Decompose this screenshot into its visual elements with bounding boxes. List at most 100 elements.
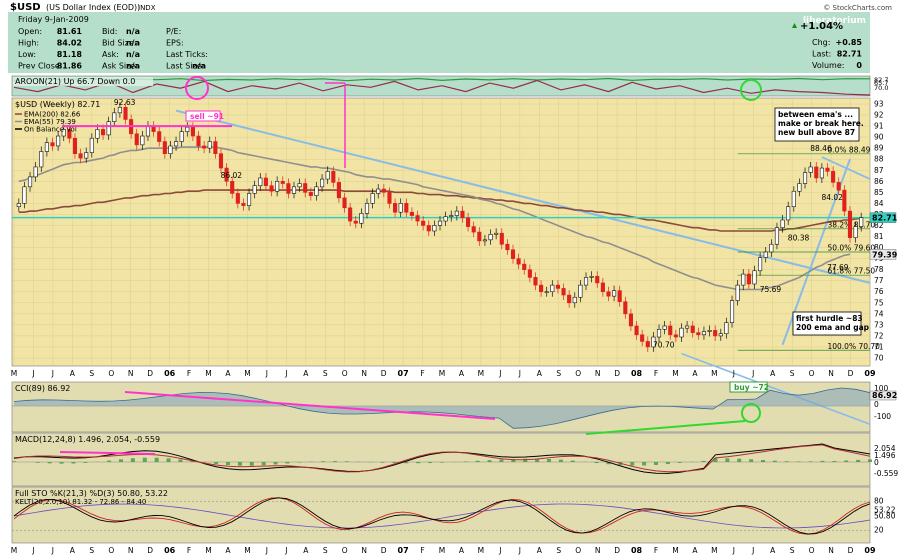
candle [241,203,246,206]
aroon-plot: 82.765.770.0 [13,76,888,96]
sto-d-line [13,497,871,535]
x-axis: M M J J J J A A S S O O N N D D 06 06 F F M M A A M M J J J J A A S S O O N N… [11,369,876,555]
macd-axis-label: 2.054 [874,444,896,453]
quote-value: 81.86 [57,62,83,71]
candle [735,284,740,301]
macd-histogram-bar [642,462,647,466]
price-label: 84.02 [821,193,843,202]
x-tick-label: J [732,369,735,378]
macd-histogram-bar [463,461,468,462]
y-tick-label: 93 [874,100,884,109]
x-tick-label: D [614,546,620,555]
macd-histogram-bar [273,462,278,465]
x-tick-label: O [342,546,348,555]
macd-histogram-bar [796,461,801,462]
candle [466,217,471,227]
quote-label: EPS: [166,39,184,48]
candle [746,273,751,285]
candle [634,325,639,336]
candle [353,220,358,224]
macd-histogram-bar [511,459,516,462]
cci-line [13,387,871,429]
sto-axis-label: 20 [874,525,884,534]
candle [758,257,763,272]
legend-entry: EMA(55) 79.39 [24,118,76,126]
candle [482,239,487,242]
macd-histogram-bar [487,460,492,462]
macd-histogram-bar [166,458,171,462]
candle [651,336,656,348]
macd-histogram-bar [249,462,254,466]
quote-value: 81.61 [57,27,83,36]
macd-histogram-bar [119,459,123,462]
candle [230,181,235,194]
y-tick-label: 84 [874,199,884,208]
x-tick-label: 07 [398,369,409,378]
quote-date: Friday 9-Jan-2009 [18,15,89,24]
x-tick-label: O [575,369,581,378]
candle [769,243,774,253]
candle [819,167,824,179]
brand-logo: liberatorium [803,16,866,26]
candle [494,232,499,235]
stat-value: 0 [856,61,862,70]
x-tick-label: M [205,369,211,378]
candle [589,275,594,278]
y-tick-label: 78 [874,265,884,274]
candle [381,188,386,193]
macd-histogram-bar [761,460,765,462]
x-tick-label: O [342,369,348,378]
candle [701,331,706,336]
candle [409,211,414,216]
candle [168,145,173,154]
aroon-axis-label: 82.7 [874,76,888,84]
aroon-title: AROON(21) Up 66.7 Down 0.0 [15,77,135,86]
aroon-axis-label: 70.0 [874,84,888,92]
candle [640,334,645,342]
candle [421,220,426,226]
macd-histogram-bar [404,462,409,464]
candle [707,330,712,332]
x-tick-label: D [848,369,854,378]
y-tick-label: 91 [874,122,884,131]
instrument-name: (US Dollar Index (EOD)) [46,3,140,12]
y-tick-label: 77 [874,276,884,285]
quote-value: n/a [126,39,140,48]
macd-histogram-bar [606,462,611,465]
candle [685,325,690,329]
quote-label: Last Ticks: [166,50,208,59]
x-tick-label: F [187,546,191,555]
candle [78,153,83,159]
macd-histogram-bar [35,462,40,463]
x-tick-label: J [518,546,521,555]
x-tick-label: M [11,369,17,378]
panel-titles: AROON(21) Up 66.7 Down 0.0 $USD (Weekly) … [13,77,168,506]
x-tick-label: N [828,369,834,378]
macd-histogram-bar [214,462,219,465]
y-axis: 7071727374757677787980818283848586878889… [869,100,898,363]
x-tick-label: S [89,546,94,555]
x-tick-label: J [265,369,268,378]
x-tick-label: F [420,369,424,378]
x-tick-label: F [187,369,191,378]
candle [612,290,617,297]
quote-value: n/a [126,27,140,36]
stat-value: +0.85 [836,38,863,47]
candle [550,284,555,293]
axis-flag-label: 79.39 [872,250,898,259]
macd-histogram-bar [713,458,718,462]
quote-label: Bid Size: [102,39,136,48]
x-tick-label: M [244,369,250,378]
aroon-down-line [13,79,871,96]
sto-k-line [13,497,871,535]
candle [336,182,341,199]
candle [145,125,151,137]
y-tick-label: 80 [874,243,884,252]
x-tick-label: A [770,546,776,555]
macd-histogram-bar [202,462,207,463]
x-tick-label: J [265,546,268,555]
change-percent: +1.04% [800,21,843,32]
sto-axis-label: 53.22 [874,506,896,515]
x-tick-label: M [11,546,17,555]
macd-histogram-bar [380,462,385,463]
